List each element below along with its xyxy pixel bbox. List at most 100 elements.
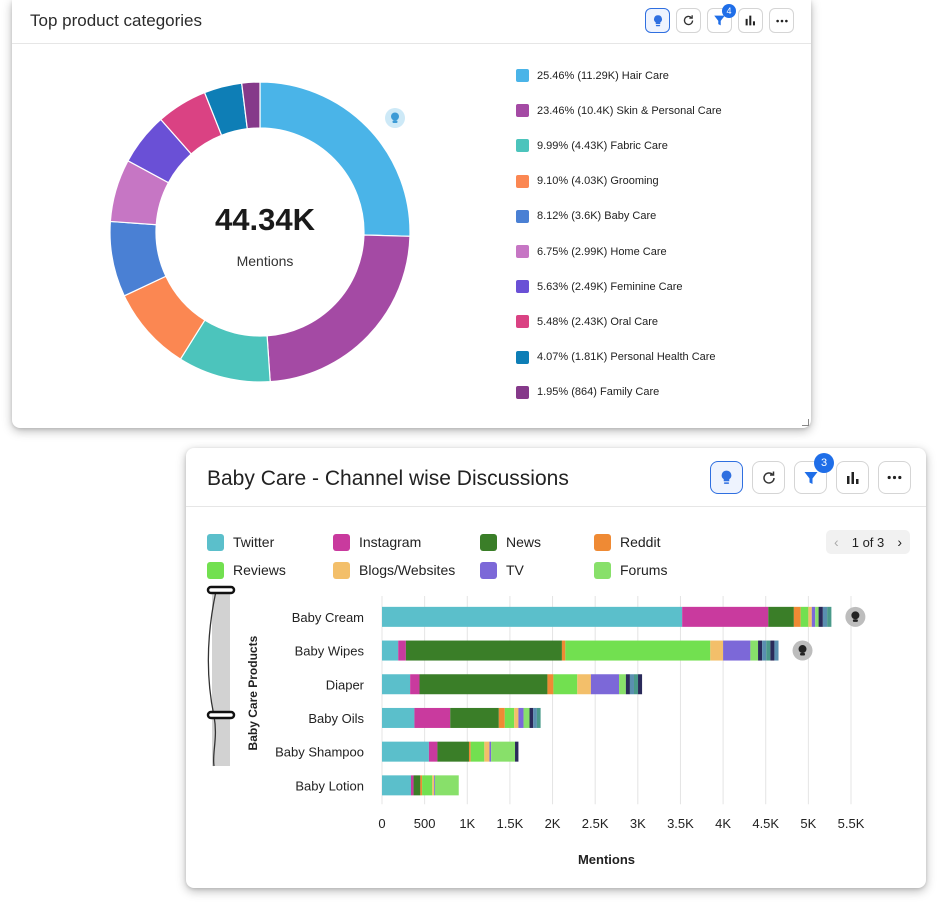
bar-segment-other[interactable] (629, 674, 634, 695)
bar-segment-blogs-websites[interactable] (808, 606, 812, 627)
more-options-button[interactable] (769, 8, 794, 33)
bar-segment-blogs-websites[interactable] (514, 707, 519, 728)
bar-segment-instagram[interactable] (414, 707, 451, 728)
bar-segment-twitter[interactable] (382, 606, 683, 627)
bar-segment-other[interactable] (818, 606, 823, 627)
chart-type-button[interactable] (836, 461, 869, 494)
scroller-bottom-handle[interactable] (206, 710, 236, 720)
legend-item-forums[interactable]: Forums (594, 561, 704, 579)
bar-segment-news[interactable] (437, 741, 469, 762)
bar-segment-other[interactable] (638, 674, 643, 695)
bar-segment-reviews[interactable] (504, 707, 515, 728)
bar-segment-tv[interactable] (489, 741, 492, 762)
legend-item-reddit[interactable]: Reddit (594, 533, 704, 551)
bar-segment-other[interactable] (774, 640, 779, 661)
legend-item[interactable]: 9.99% (4.43K) Fabric Care (516, 128, 722, 163)
bar-segment-news[interactable] (419, 674, 548, 695)
bar-segment-reddit[interactable] (547, 674, 554, 695)
insights-button[interactable] (645, 8, 670, 33)
bar-segment-tv[interactable] (811, 606, 816, 627)
pager-next-button[interactable]: › (897, 534, 902, 550)
bar-segment-other[interactable] (758, 640, 763, 661)
legend-item[interactable]: 5.48% (2.43K) Oral Care (516, 304, 722, 339)
bar-segment-instagram[interactable] (410, 674, 420, 695)
bar-segment-blogs-websites[interactable] (710, 640, 724, 661)
bar-segment-forums[interactable] (523, 707, 530, 728)
bar-segment-twitter[interactable] (382, 707, 415, 728)
bar-segment-twitter[interactable] (382, 640, 399, 661)
scroller-top-handle[interactable] (206, 585, 236, 595)
bar-segment-other[interactable] (822, 606, 828, 627)
bar-segment-other[interactable] (533, 707, 537, 728)
bar-segment-instagram[interactable] (398, 640, 406, 661)
bar-segment-reviews[interactable] (553, 674, 578, 695)
bar-segment-other[interactable] (827, 606, 832, 627)
filter-button[interactable]: 4 (707, 4, 736, 33)
bar-segment-forums[interactable] (491, 741, 516, 762)
bar-segment-instagram[interactable] (410, 775, 414, 796)
bar-segment-forums[interactable] (815, 606, 819, 627)
bar-segment-other[interactable] (766, 640, 771, 661)
legend-item[interactable]: 25.46% (11.29K) Hair Care (516, 58, 722, 93)
legend-item-twitter[interactable]: Twitter (207, 533, 333, 551)
bar-segment-reddit[interactable] (498, 707, 505, 728)
bar-segment-twitter[interactable] (382, 674, 411, 695)
legend-item[interactable]: 5.63% (2.49K) Feminine Care (516, 269, 722, 304)
refresh-button[interactable] (676, 8, 701, 33)
bar-segment-twitter[interactable] (382, 741, 429, 762)
refresh-button[interactable] (752, 461, 785, 494)
legend-item-instagram[interactable]: Instagram (333, 533, 480, 551)
legend-item[interactable]: 8.12% (3.6K) Baby Care (516, 199, 722, 234)
more-options-button[interactable] (878, 461, 911, 494)
bar-segment-reviews[interactable] (565, 640, 711, 661)
legend-item[interactable]: 1.95% (864) Family Care (516, 375, 722, 410)
bar-segment-reddit[interactable] (420, 775, 423, 796)
bar-segment-instagram[interactable] (428, 741, 438, 762)
insight-marker-icon[interactable] (845, 606, 866, 627)
bar-segment-instagram[interactable] (682, 606, 769, 627)
bar-segment-forums[interactable] (434, 775, 459, 796)
bar-segment-forums[interactable] (750, 640, 759, 661)
legend-item[interactable]: 6.75% (2.99K) Home Care (516, 234, 722, 269)
insight-marker-icon[interactable] (792, 640, 813, 661)
bar-segment-other[interactable] (633, 674, 639, 695)
range-scroller[interactable] (206, 585, 236, 767)
bar-segment-other[interactable] (529, 707, 534, 728)
legend-item[interactable]: 9.10% (4.03K) Grooming (516, 164, 722, 199)
bar-segment-news[interactable] (768, 606, 794, 627)
legend-item[interactable]: 4.07% (1.81K) Personal Health Care (516, 340, 722, 375)
bar-segment-twitter[interactable] (382, 775, 411, 796)
bar-segment-reddit[interactable] (793, 606, 801, 627)
bar-segment-tv[interactable] (518, 707, 524, 728)
chart-type-button[interactable] (738, 8, 763, 33)
resize-handle[interactable] (802, 419, 809, 426)
bar-segment-other[interactable] (762, 640, 767, 661)
bar-segment-other[interactable] (515, 741, 519, 762)
bar-segment-tv[interactable] (590, 674, 620, 695)
bar-segment-news[interactable] (450, 707, 499, 728)
bar-segment-forums[interactable] (619, 674, 626, 695)
bar-segment-reddit[interactable] (468, 741, 471, 762)
bar-segment-reddit[interactable] (561, 640, 566, 661)
bar-segment-reviews[interactable] (470, 741, 485, 762)
bar-segment-other[interactable] (536, 707, 541, 728)
bar-segment-other[interactable] (625, 674, 630, 695)
bar-segment-tv[interactable] (434, 775, 435, 796)
bar-segment-blogs-websites[interactable] (484, 741, 490, 762)
bar-segment-blogs-websites[interactable] (432, 775, 435, 796)
bar-segment-reviews[interactable] (800, 606, 809, 627)
legend-item-blogs-websites[interactable]: Blogs/Websites (333, 561, 480, 579)
insights-button[interactable] (710, 461, 743, 494)
bar-segment-blogs-websites[interactable] (577, 674, 591, 695)
filter-button[interactable]: 3 (794, 453, 834, 494)
bar-segment-reviews[interactable] (422, 775, 433, 796)
bar-segment-news[interactable] (405, 640, 562, 661)
donut-slice-9[interactable] (241, 81, 261, 130)
legend-item-news[interactable]: News (480, 533, 594, 551)
legend-item[interactable]: 23.46% (10.4K) Skin & Personal Care (516, 93, 722, 128)
legend-item-reviews[interactable]: Reviews (207, 561, 333, 579)
insight-marker-icon[interactable] (385, 108, 405, 128)
pager-prev-button[interactable]: ‹ (834, 534, 839, 550)
bar-segment-tv[interactable] (723, 640, 751, 661)
bar-segment-news[interactable] (413, 775, 421, 796)
